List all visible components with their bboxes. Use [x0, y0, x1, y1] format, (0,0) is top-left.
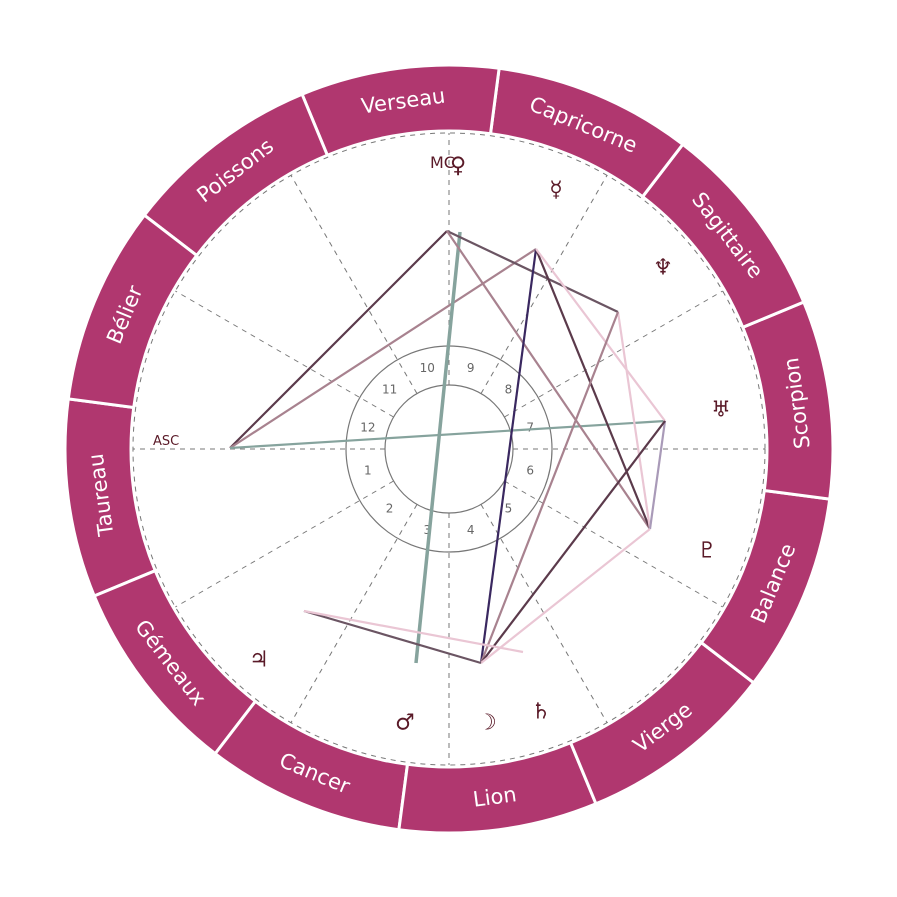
aspect-line-mercury-uranus	[535, 248, 666, 422]
house-ring-inner	[384, 384, 514, 514]
house-number: 5	[505, 501, 513, 515]
aspect-line-mc-pluto	[446, 230, 651, 530]
aspect-lines	[229, 230, 667, 665]
mars-icon: ♂	[395, 711, 415, 736]
asc-label: ASC	[153, 434, 179, 449]
uranus-icon: ♅	[711, 398, 731, 423]
mercury-icon: ☿	[549, 178, 563, 203]
neptune-icon: ♆	[653, 256, 673, 281]
aspect-line-jupiter-saturn	[303, 609, 524, 654]
aspect-line-mercury-pluto	[534, 248, 652, 530]
aspect-line-pluto-moon	[480, 528, 651, 664]
aspect-line-jupiter-moon	[303, 609, 482, 665]
house-ring-outer	[345, 345, 553, 553]
house-cusp-line	[290, 175, 418, 394]
house-cusp-line	[480, 175, 608, 394]
house-number: 12	[360, 420, 375, 434]
house-number: 10	[420, 361, 435, 375]
house-number: 7	[526, 420, 534, 434]
house-number: 8	[505, 383, 513, 397]
house-cusp-line	[175, 290, 394, 418]
house-number: 4	[467, 523, 475, 537]
house-number: 2	[386, 501, 394, 515]
aspect-line-neptune-moon	[479, 311, 620, 664]
aspect-line-uranus-moon	[480, 420, 666, 664]
sign-label: Lion	[472, 782, 518, 811]
aspect-line-venus-mars	[414, 231, 462, 664]
mc-label: MC	[430, 153, 455, 172]
aspect-line-neptune-pluto	[616, 311, 652, 530]
jupiter-icon: ♃	[249, 648, 269, 673]
pluto-icon: ♇	[697, 539, 717, 564]
aspect-line-uranus-pluto	[648, 420, 667, 530]
house-number: 9	[467, 361, 475, 375]
moon-icon: ☽	[477, 711, 497, 736]
house-cusp-line	[290, 504, 418, 723]
house-number: 6	[526, 464, 534, 478]
house-cusp-line	[504, 290, 723, 418]
planet-glyphs: ♀ ☿ ♆ ♅ ♇ ♄ ☽ ♂ ♃	[249, 154, 731, 736]
aspect-line-asc-mercury	[229, 248, 537, 449]
venus-icon: ♀	[450, 154, 466, 179]
aspect-line-asc-mc	[229, 230, 448, 449]
house-cusp-line	[175, 480, 394, 608]
house-number: 11	[382, 383, 397, 397]
house-cusp-line	[504, 480, 723, 608]
house-number: 1	[364, 464, 372, 478]
aspect-line-asc-uranus	[229, 419, 666, 450]
house-cusp-line	[480, 504, 608, 723]
saturn-icon: ♄	[531, 700, 551, 725]
sign-segment	[66, 213, 199, 410]
aspect-line-mercury-moon	[479, 248, 538, 664]
chart-boundary-circle	[132, 132, 766, 766]
house-number: 3	[423, 523, 431, 537]
